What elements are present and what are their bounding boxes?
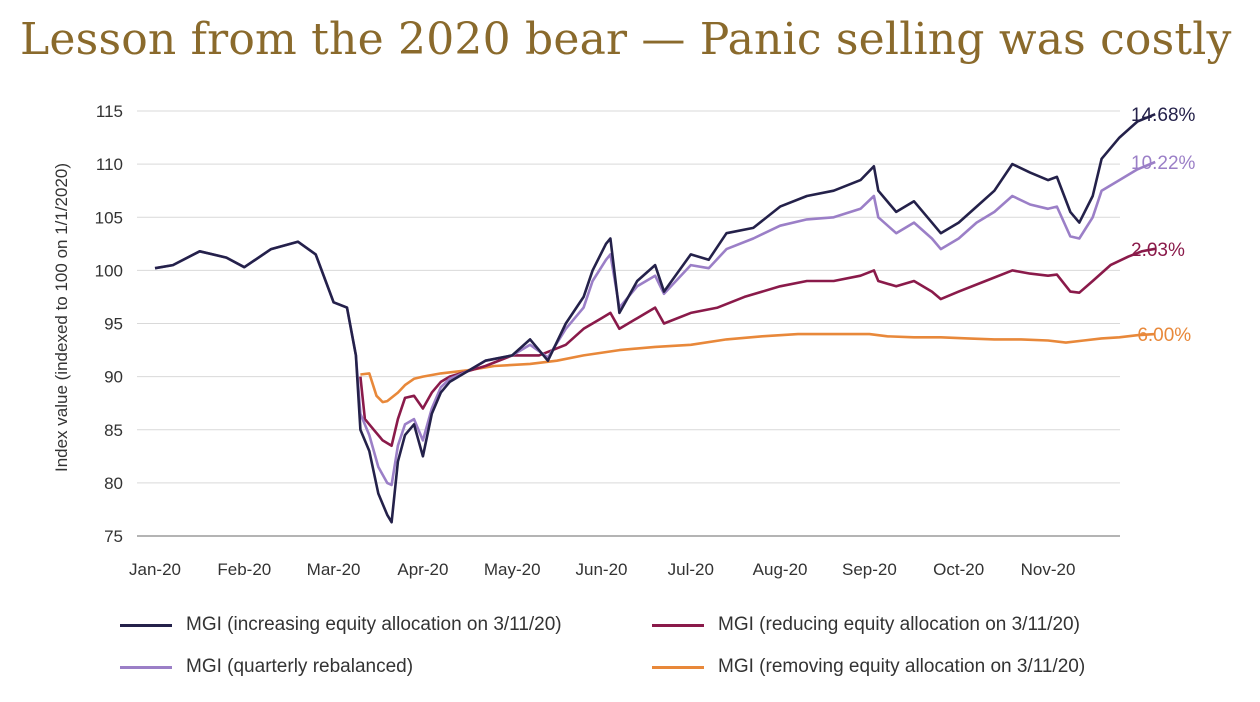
legend-item-quarterly: MGI (quarterly rebalanced): [120, 656, 413, 678]
grid-lines: [137, 110, 1120, 484]
end-label: 10.22%: [1131, 153, 1196, 174]
legend-label: MGI (increasing equity allocation on 3/1…: [186, 614, 562, 635]
legend-label: MGI (reducing equity allocation on 3/11/…: [718, 614, 1080, 635]
line-chart: 115 110 105 100 95 90 85 80 75 Jan-20 Feb-20 Mar-2…: [52, 102, 1196, 579]
y-tick-label: 100: [95, 261, 123, 280]
y-tick-label: 95: [104, 315, 123, 334]
legend-label: MGI (removing equity allocation on 3/11/…: [718, 656, 1086, 677]
legend-item-removing: MGI (removing equity allocation on 3/11/…: [652, 656, 1085, 678]
y-tick-label: 90: [104, 368, 123, 387]
end-labels: 14.68% 10.22% 2.03% -6.00%: [1131, 105, 1196, 346]
x-tick-label: Sep-20: [842, 560, 897, 579]
x-tick-label: Jul-20: [668, 560, 714, 579]
x-tick-label: Jun-20: [576, 560, 628, 579]
legend-item-increasing: MGI (increasing equity allocation on 3/1…: [120, 614, 562, 636]
legend-swatch: [652, 623, 704, 627]
x-axis-ticks: Jan-20 Feb-20 Mar-20 Apr-20 May-20 Jun-20 Jul-…: [129, 560, 1075, 579]
y-tick-label: 80: [104, 474, 123, 493]
x-tick-label: Feb-20: [217, 560, 271, 579]
legend-swatch: [652, 665, 704, 669]
end-label: 2.03%: [1131, 240, 1185, 261]
y-tick-label: 85: [104, 421, 123, 440]
x-tick-label: Mar-20: [307, 560, 361, 579]
y-tick-label: 110: [96, 155, 123, 174]
y-tick-label: 75: [104, 527, 123, 546]
legend-swatch: [120, 623, 172, 627]
y-axis-ticks: 115 110 105 100 95 90 85 80 75: [95, 102, 123, 546]
y-axis-label: Index value (indexed to 100 on 1/1/2020): [52, 163, 71, 472]
series-line: [154, 112, 1156, 524]
y-tick-label: 105: [95, 208, 123, 227]
x-tick-label: Oct-20: [933, 560, 984, 579]
x-tick-label: May-20: [484, 560, 541, 579]
legend-item-reducing: MGI (reducing equity allocation on 3/11/…: [652, 614, 1080, 636]
x-tick-label: Nov-20: [1021, 560, 1076, 579]
x-tick-label: Apr-20: [397, 560, 448, 579]
x-tick-label: Aug-20: [753, 560, 808, 579]
end-label: -6.00%: [1131, 325, 1191, 346]
series-lines: [154, 112, 1156, 524]
series-line: [359, 247, 1156, 447]
end-label: 14.68%: [1131, 105, 1196, 126]
y-tick-label: 115: [96, 102, 123, 121]
chart-title: Lesson from the 2020 bear — Panic sellin…: [20, 14, 1232, 65]
legend-swatch: [120, 665, 172, 669]
legend-label: MGI (quarterly rebalanced): [186, 656, 414, 677]
x-tick-label: Jan-20: [129, 560, 181, 579]
series-line: [360, 332, 1156, 404]
